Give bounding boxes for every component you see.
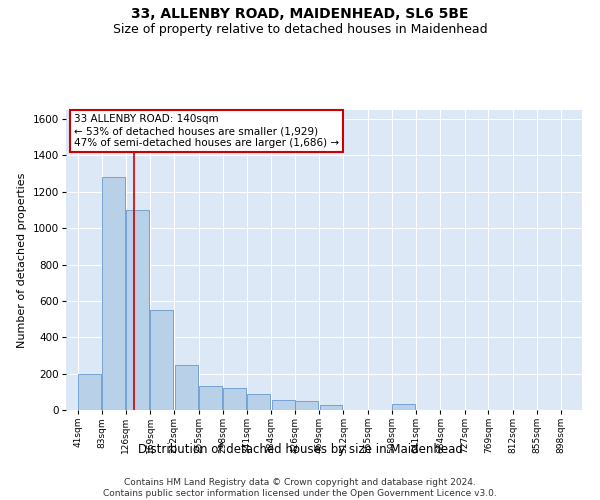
Text: Size of property relative to detached houses in Maidenhead: Size of property relative to detached ho… [113,22,487,36]
Bar [223,388,246,410]
Y-axis label: Number of detached properties: Number of detached properties [17,172,27,348]
Bar [392,404,415,410]
Bar [151,310,173,410]
Text: Distribution of detached houses by size in Maidenhead: Distribution of detached houses by size … [137,442,463,456]
Bar [199,386,222,410]
Text: Contains HM Land Registry data © Crown copyright and database right 2024.
Contai: Contains HM Land Registry data © Crown c… [103,478,497,498]
Bar [295,401,318,410]
Bar [247,394,270,410]
Bar [175,364,197,410]
Bar [320,404,343,410]
Bar [126,210,149,410]
Text: 33 ALLENBY ROAD: 140sqm
← 53% of detached houses are smaller (1,929)
47% of semi: 33 ALLENBY ROAD: 140sqm ← 53% of detache… [74,114,339,148]
Text: 33, ALLENBY ROAD, MAIDENHEAD, SL6 5BE: 33, ALLENBY ROAD, MAIDENHEAD, SL6 5BE [131,8,469,22]
Bar [272,400,295,410]
Bar [102,178,125,410]
Bar [78,374,101,410]
